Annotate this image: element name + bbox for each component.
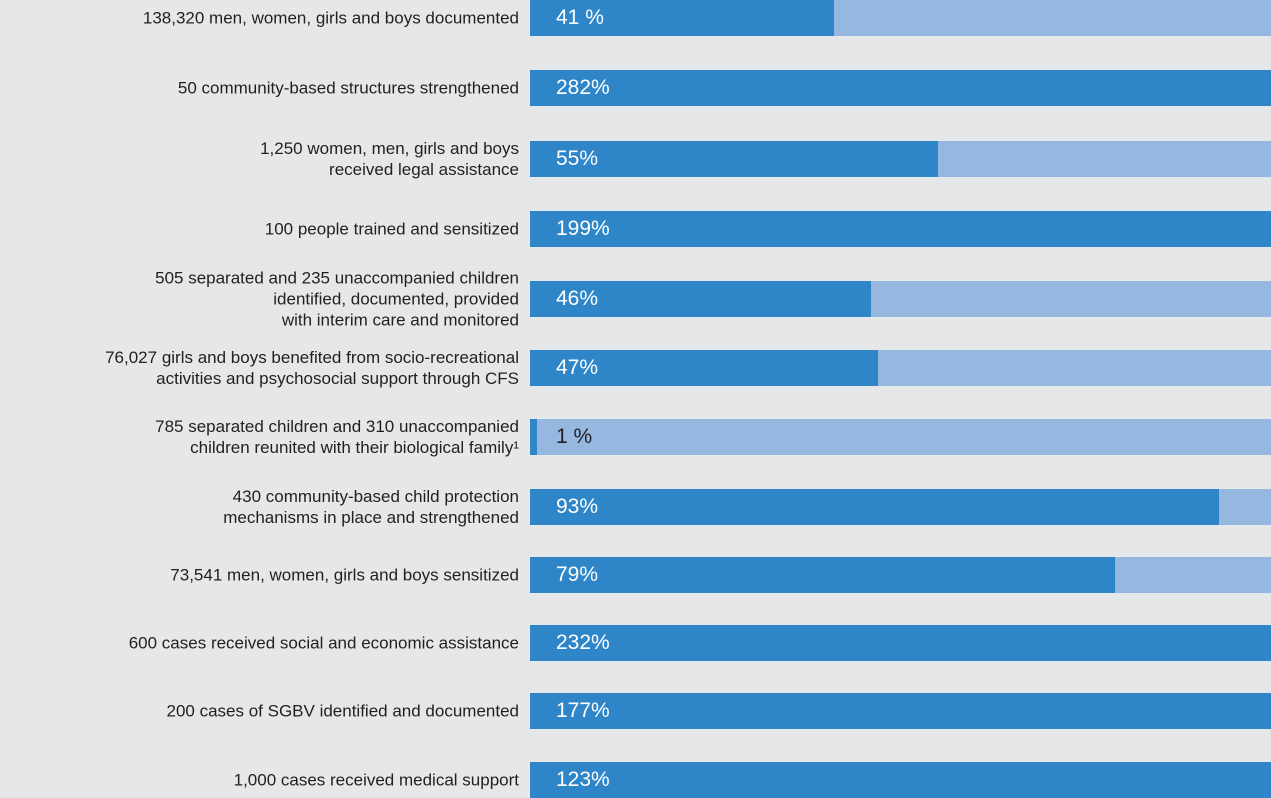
percent-label: 79% <box>556 563 599 586</box>
category-label: 1,250 women, men, girls and boys received… <box>260 139 519 179</box>
bar-fill <box>530 489 1220 525</box>
bar-fill <box>530 625 1271 661</box>
bar-track: 93% <box>530 489 1271 525</box>
category-label: 200 cases of SGBV identified and documen… <box>166 701 519 721</box>
category-label: 50 community-based structures strengthen… <box>177 78 519 98</box>
chart-row: 73,541 men, women, girls and boys sensit… <box>0 557 1271 593</box>
chart-row: 200 cases of SGBV identified and documen… <box>0 693 1271 729</box>
bar-track: 199% <box>530 211 1271 247</box>
bar-track: 79% <box>530 557 1271 593</box>
bar-fill <box>530 419 538 455</box>
percent-label: 55% <box>556 147 599 170</box>
percent-label: 41 % <box>556 6 604 29</box>
bar-track: 123% <box>530 762 1271 798</box>
category-label: 600 cases received social and economic a… <box>128 633 519 653</box>
chart-row: 138,320 men, women, girls and boys docum… <box>0 0 1271 36</box>
chart-row: 76,027 girls and boys benefited from soc… <box>0 348 1271 388</box>
bar-track: 232% <box>530 625 1271 661</box>
percent-label: 177% <box>556 699 610 722</box>
percent-label: 123% <box>556 768 610 791</box>
bar-fill <box>530 350 879 386</box>
percent-label: 199% <box>556 217 610 240</box>
category-label: 430 community-based child protection mech… <box>223 487 519 527</box>
category-label: 73,541 men, women, girls and boys sensit… <box>170 565 519 585</box>
bar-fill <box>530 211 1271 247</box>
category-label: 138,320 men, women, girls and boys docum… <box>142 8 519 28</box>
bar-fill <box>530 0 834 36</box>
category-label: 505 separated and 235 unaccompanied chil… <box>155 268 519 330</box>
bar-track: 177% <box>530 693 1271 729</box>
bar-fill <box>530 762 1271 798</box>
bar-track: 1 % <box>530 419 1271 455</box>
chart-row: 1,000 cases received medical support 123% <box>0 762 1271 798</box>
bar-track: 41 % <box>530 0 1271 36</box>
bar-track: 46% <box>530 281 1271 317</box>
chart-row: 100 people trained and sensitized 199% <box>0 211 1271 247</box>
bar-fill <box>530 141 938 177</box>
chart-row: 50 community-based structures strengthen… <box>0 70 1271 106</box>
category-label: 76,027 girls and boys benefited from soc… <box>105 348 519 388</box>
percent-label: 232% <box>556 631 610 654</box>
chart-row: 1,250 women, men, girls and boys received… <box>0 139 1271 179</box>
bar-track: 282% <box>530 70 1271 106</box>
category-label: 1,000 cases received medical support <box>233 770 519 790</box>
bar-fill <box>530 70 1271 106</box>
chart-row: 505 separated and 235 unaccompanied chil… <box>0 269 1271 330</box>
chart-row: 600 cases received social and economic a… <box>0 625 1271 661</box>
chart-row: 430 community-based child protection mech… <box>0 487 1271 527</box>
percent-label: 1 % <box>556 425 593 448</box>
bar-fill <box>530 557 1116 593</box>
percent-label: 46% <box>556 287 599 310</box>
bar-track: 55% <box>530 141 1271 177</box>
bar-track: 47% <box>530 350 1271 386</box>
bar-fill <box>530 693 1271 729</box>
percent-label: 282% <box>556 76 610 99</box>
percent-label: 47% <box>556 356 599 379</box>
bar-fill <box>530 281 871 317</box>
category-label: 100 people trained and sensitized <box>264 219 519 239</box>
chart-row: 785 separated children and 310 unaccompa… <box>0 417 1271 457</box>
category-label: 785 separated children and 310 unaccompa… <box>155 417 519 457</box>
percent-label: 93% <box>556 495 599 518</box>
